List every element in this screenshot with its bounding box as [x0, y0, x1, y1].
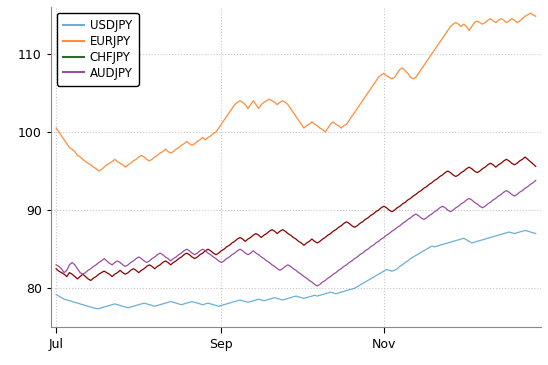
USDJPY	[95, 306, 102, 311]
CHFJPY	[533, 164, 539, 169]
CHFJPY	[453, 174, 459, 179]
EURJPY	[53, 126, 59, 130]
CHFJPY	[53, 266, 59, 271]
EURJPY	[189, 143, 195, 147]
EURJPY	[128, 161, 134, 165]
EURJPY	[284, 103, 291, 107]
USDJPY	[522, 228, 528, 233]
EURJPY	[533, 14, 539, 19]
AUDJPY	[125, 263, 132, 267]
EURJPY	[527, 11, 534, 15]
CHFJPY	[284, 231, 291, 236]
USDJPY	[533, 231, 539, 236]
CHFJPY	[88, 278, 94, 283]
Legend: USDJPY, EURJPY, CHFJPY, AUDJPY: USDJPY, EURJPY, CHFJPY, AUDJPY	[56, 13, 139, 85]
AUDJPY	[314, 284, 321, 288]
CHFJPY	[287, 233, 294, 237]
USDJPY	[453, 238, 459, 243]
Line: CHFJPY: CHFJPY	[56, 157, 536, 280]
AUDJPY	[533, 178, 539, 182]
CHFJPY	[95, 272, 102, 276]
USDJPY	[189, 299, 195, 304]
CHFJPY	[189, 255, 195, 259]
AUDJPY	[284, 263, 291, 267]
EURJPY	[287, 106, 294, 111]
AUDJPY	[93, 263, 99, 267]
EURJPY	[95, 169, 102, 173]
AUDJPY	[53, 263, 59, 267]
CHFJPY	[522, 155, 528, 159]
EURJPY	[93, 166, 99, 171]
Line: AUDJPY: AUDJPY	[56, 180, 536, 286]
AUDJPY	[282, 264, 289, 269]
CHFJPY	[128, 268, 134, 273]
USDJPY	[287, 295, 294, 300]
USDJPY	[93, 306, 99, 311]
Line: EURJPY: EURJPY	[56, 13, 536, 171]
USDJPY	[128, 305, 134, 309]
EURJPY	[453, 20, 459, 25]
Line: USDJPY: USDJPY	[56, 230, 536, 308]
AUDJPY	[186, 249, 193, 253]
AUDJPY	[453, 205, 459, 210]
USDJPY	[53, 292, 59, 297]
USDJPY	[284, 296, 291, 301]
